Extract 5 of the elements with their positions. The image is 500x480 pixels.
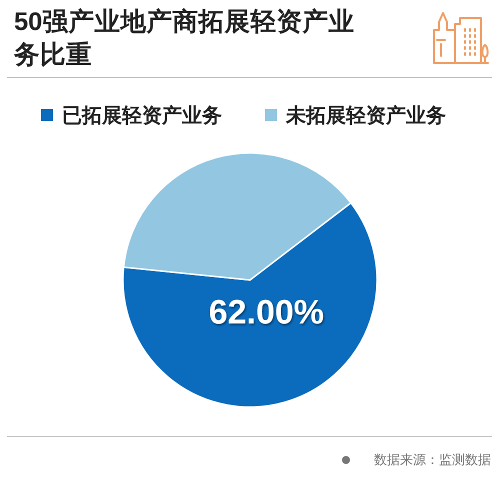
source-text: 数据来源：监测数据 bbox=[374, 452, 491, 467]
data-label: 62.00% bbox=[208, 294, 324, 332]
legend-label: 已拓展轻资产业务 bbox=[62, 105, 222, 127]
legend-label: 未拓展轻资产业务 bbox=[286, 105, 446, 127]
title: 50强产业地产商拓展轻资产业务比重 bbox=[14, 7, 356, 71]
